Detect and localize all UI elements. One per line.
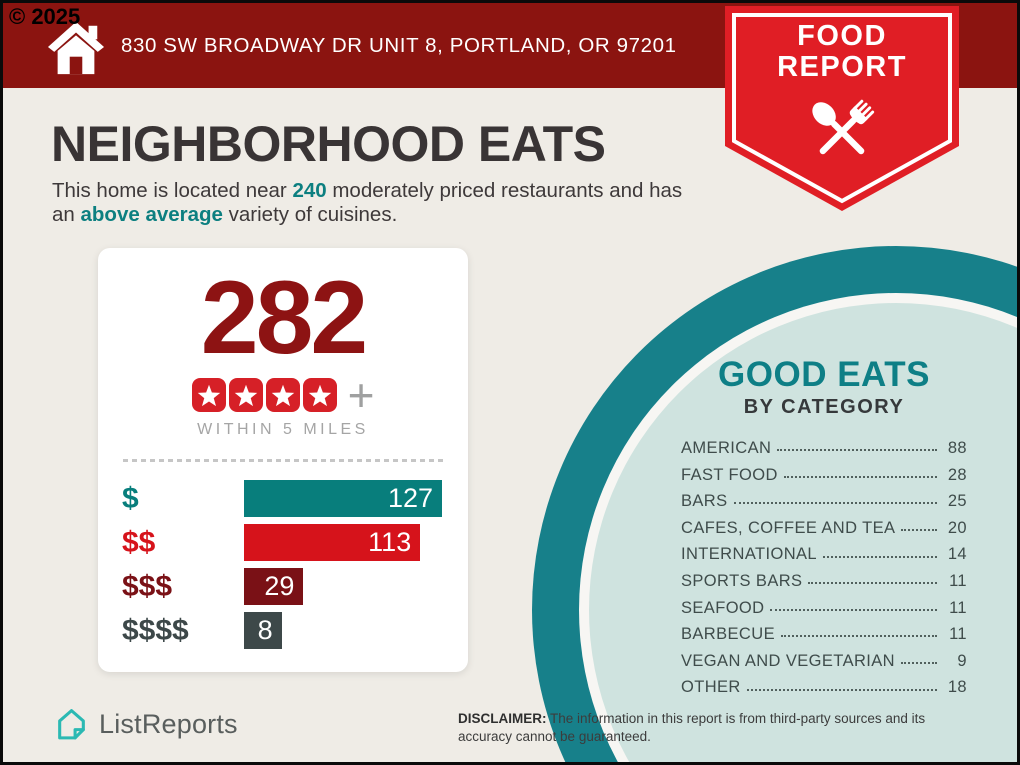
good-eats-title: GOOD EATS [718,355,930,394]
dotted-leader [777,449,937,452]
total-restaurants: 282 [200,260,369,376]
category-row: VEGAN AND VEGETARIAN 9 [681,648,967,675]
bar-dollar-2: 113 [244,524,421,561]
badge-line-report: REPORT [777,51,907,83]
radius-caption: WITHIN 5 MILES [197,421,369,438]
dotted-leader [733,502,937,505]
restaurant-count: 240 [292,179,327,202]
copyright-watermark: © 2025 [9,4,81,29]
yelp-star-icon [265,378,300,412]
plus-icon: + [347,369,375,421]
bar-value: 29 [264,571,295,601]
category-row: SPORTS BARS 11 [681,568,967,595]
good-eats-panel: GOOD EATS BY CATEGORY AMERICAN 88 FAST FO… [681,355,967,701]
bar-track: 127 [244,480,442,517]
category-value: 11 [949,571,967,590]
category-list: AMERICAN 88 FAST FOOD 28 BARS 25 CAFES, COF… [681,435,967,701]
bar-track: 29 [244,568,442,605]
badge-line-food: FOOD [797,20,887,52]
dotted-leader [808,582,937,585]
dotted-leader [901,662,937,665]
category-row: SEAFOOD 11 [681,595,967,622]
category-row: BARS 25 [681,488,967,515]
restaurant-count-card: 282 + WITHIN 5 MILES $ 127 $$ 113 [98,248,468,672]
dotted-leader [783,475,937,478]
category-row: INTERNATIONAL 14 [681,541,967,568]
food-report-badge: FOOD REPORT [725,6,959,212]
bar-row-1: $ 127 [122,480,442,517]
category-label: BARS [681,492,728,511]
listreports-brand: ListReports [53,706,238,743]
variety-rating: above average [80,203,223,227]
property-address: 830 SW BROADWAY DR UNIT 8, PORTLAND, OR … [121,33,677,57]
bar-value: 8 [257,615,273,645]
bar-dollar-4: 8 [244,612,282,649]
brand-name: ListReports [99,709,238,739]
subtitle-text: variety of cuisines. [222,203,398,227]
bar-track: 113 [244,524,442,561]
bar-dollar-1: 127 [244,480,442,517]
category-value: 11 [949,598,967,617]
category-value: 18 [947,678,967,697]
yelp-star-icon [191,378,226,412]
category-label: SPORTS BARS [681,571,803,590]
dotted-leader [746,688,937,691]
price-tier-label: $$$ [122,569,173,603]
category-label: OTHER [681,678,741,697]
bar-value: 113 [368,527,412,557]
star-rating: + [98,369,468,421]
category-row: AMERICAN 88 [681,435,967,462]
page-title: NEIGHBORHOOD EATS [51,116,606,172]
good-eats-subtitle: BY CATEGORY [743,396,905,418]
price-tier-label: $$$$ [122,613,189,647]
price-tier-label: $$ [122,525,156,559]
dotted-leader [901,529,937,532]
category-value: 14 [947,545,967,564]
yelp-star-icon [302,378,337,412]
bar-dollar-3: 29 [244,568,304,605]
category-value: 9 [957,651,967,670]
category-label: INTERNATIONAL [681,545,817,564]
bar-track: 8 [244,612,442,649]
category-value: 88 [947,439,967,457]
category-value: 25 [947,492,967,511]
house-icon [47,21,105,74]
disclaimer-text: DISCLAIMER: The information in this repo… [458,710,958,746]
badge-title: FOOD REPORT [725,21,959,83]
category-value: 11 [949,625,967,644]
subtitle-text: This home is located near [52,179,293,202]
page-subtitle: This home is located near 240 moderately… [52,179,707,227]
crossed-utensils-icon [812,99,875,155]
category-label: BARBECUE [681,625,775,644]
dotted-leader [780,635,937,638]
category-label: CAFES, COFFEE AND TEA [681,518,896,537]
yelp-star-icon [228,378,263,412]
price-tier-label: $ [122,481,139,515]
category-row: BARBECUE 11 [681,621,967,648]
dotted-leader [770,608,937,611]
category-row: CAFES, COFFEE AND TEA 20 [681,515,967,542]
ribbon-shape [725,6,959,211]
bar-row-4: $$$$ 8 [122,612,442,649]
category-row: OTHER 18 [681,674,967,701]
dotted-leader [823,555,937,558]
category-row: FAST FOOD 28 [681,462,967,489]
price-tier-bar-chart: $ 127 $$ 113 $$$ 29 $$$$ 8 [98,462,468,649]
bar-row-3: $$$ 29 [122,568,442,605]
bar-row-2: $$ 113 [122,524,442,561]
category-value: 28 [947,465,967,484]
category-label: AMERICAN [681,439,772,457]
dashed-divider [123,459,443,462]
subtitle-text: moderately priced restaurants and has an [52,179,683,227]
category-label: FAST FOOD [681,465,778,484]
category-label: VEGAN AND VEGETARIAN [681,651,895,670]
disclaimer-label: DISCLAIMER: [458,711,547,726]
category-label: SEAFOOD [681,598,765,617]
disclaimer-body: The information in this report is from t… [458,711,926,745]
listreports-logo-icon [58,709,85,740]
bar-value: 127 [387,483,433,513]
category-value: 20 [947,518,967,537]
